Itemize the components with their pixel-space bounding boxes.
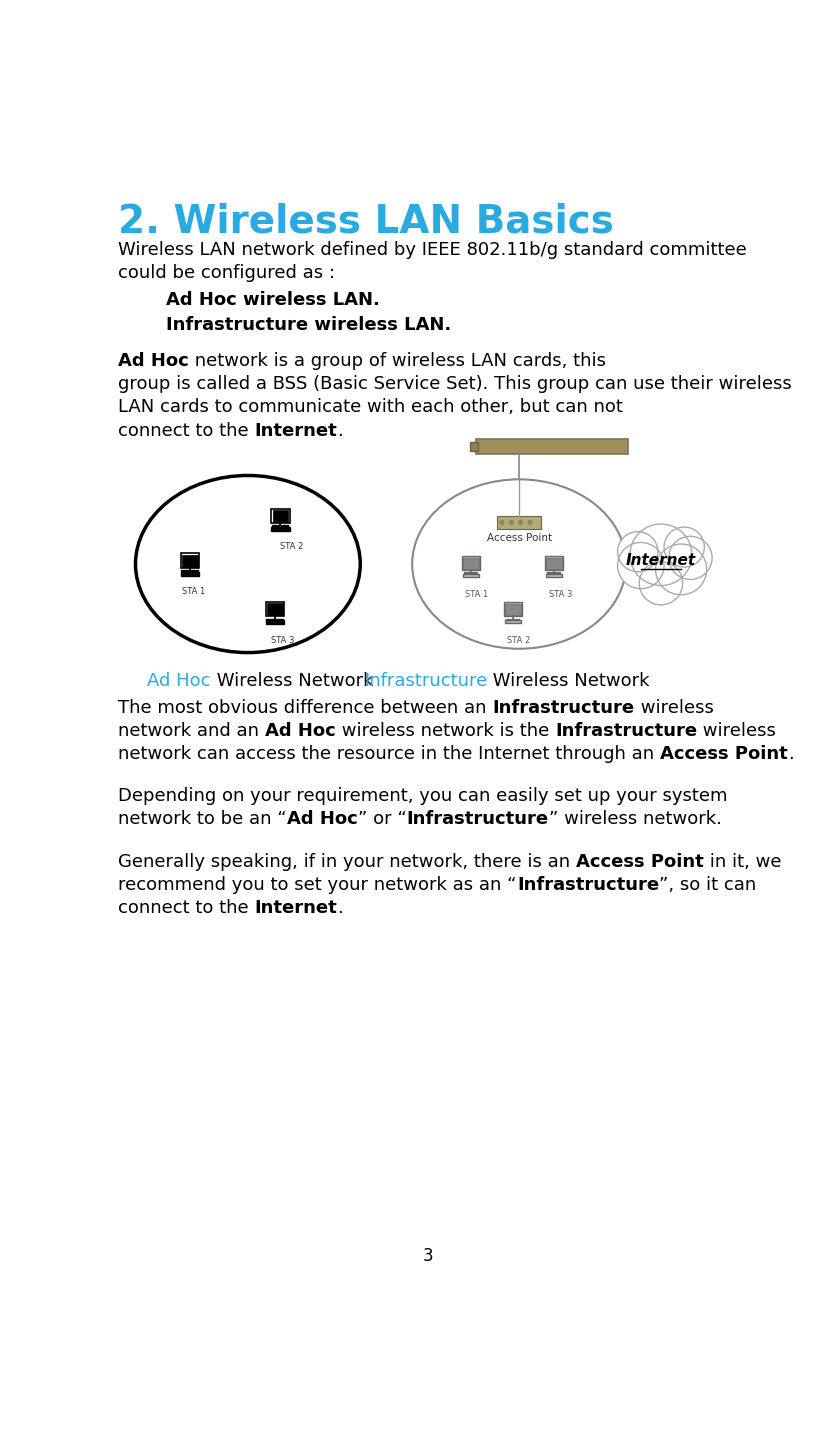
Text: .: . <box>338 899 344 917</box>
FancyBboxPatch shape <box>273 511 288 522</box>
FancyBboxPatch shape <box>463 559 479 569</box>
Text: Generally speaking, if in your network, there is an: Generally speaking, if in your network, … <box>119 852 576 871</box>
Text: Wireless Network: Wireless Network <box>211 671 373 690</box>
FancyBboxPatch shape <box>547 559 562 569</box>
Text: STA 3: STA 3 <box>548 590 572 599</box>
Text: wireless: wireless <box>697 722 776 739</box>
Text: Wireless Network: Wireless Network <box>487 671 650 690</box>
Text: Infrastructure: Infrastructure <box>555 722 697 739</box>
FancyBboxPatch shape <box>545 556 563 570</box>
Text: wireless: wireless <box>635 699 714 716</box>
FancyBboxPatch shape <box>471 441 478 451</box>
Text: STA 2: STA 2 <box>280 543 303 551</box>
Text: recommend you to set your network as an “: recommend you to set your network as an … <box>119 875 517 894</box>
Circle shape <box>618 543 664 589</box>
FancyBboxPatch shape <box>547 574 562 577</box>
Text: Ad Hoc wireless LAN.: Ad Hoc wireless LAN. <box>166 291 380 308</box>
Text: connect to the: connect to the <box>119 899 255 917</box>
FancyBboxPatch shape <box>266 621 284 624</box>
Text: network is a group of wireless LAN cards, this: network is a group of wireless LAN cards… <box>189 352 606 370</box>
Text: Ad Hoc: Ad Hoc <box>119 352 189 370</box>
Text: ” wireless network.: ” wireless network. <box>548 810 721 829</box>
Circle shape <box>528 521 532 524</box>
Text: 3: 3 <box>423 1247 434 1265</box>
FancyBboxPatch shape <box>271 509 289 524</box>
Text: 2. Wireless LAN Basics: 2. Wireless LAN Basics <box>119 203 614 240</box>
FancyBboxPatch shape <box>504 602 522 616</box>
Text: ” or “: ” or “ <box>358 810 406 829</box>
Text: group is called a BSS (Basic Service Set). This group can use their wireless: group is called a BSS (Basic Service Set… <box>119 375 793 394</box>
Text: The most obvious difference between an: The most obvious difference between an <box>119 699 492 716</box>
Text: in it, we: in it, we <box>704 852 782 871</box>
Text: Infrastructure wireless LAN.: Infrastructure wireless LAN. <box>166 315 451 334</box>
Text: Internet: Internet <box>626 553 696 569</box>
Text: network to be an “: network to be an “ <box>119 810 287 829</box>
FancyBboxPatch shape <box>477 438 628 454</box>
Text: ”, so it can: ”, so it can <box>659 875 757 894</box>
FancyBboxPatch shape <box>266 602 284 616</box>
Text: Wireless LAN network defined by IEEE 802.11b/g standard committee: Wireless LAN network defined by IEEE 802… <box>119 240 747 259</box>
FancyBboxPatch shape <box>182 554 197 567</box>
Circle shape <box>664 527 705 567</box>
Text: STA 1: STA 1 <box>465 590 488 599</box>
Text: STA 1: STA 1 <box>182 587 206 596</box>
Text: .: . <box>338 421 344 440</box>
Text: network can access the resource in the Internet through an: network can access the resource in the I… <box>119 745 660 763</box>
Circle shape <box>509 521 513 524</box>
Circle shape <box>630 524 692 586</box>
Circle shape <box>500 521 504 524</box>
Text: Ad Hoc: Ad Hoc <box>265 722 336 739</box>
Text: Infrastructure: Infrastructure <box>492 699 635 716</box>
Text: Ad Hoc: Ad Hoc <box>287 810 358 829</box>
FancyBboxPatch shape <box>505 621 521 624</box>
Text: Internet: Internet <box>255 421 338 440</box>
Circle shape <box>640 561 683 605</box>
Text: could be configured as :: could be configured as : <box>119 263 335 282</box>
FancyBboxPatch shape <box>462 556 480 570</box>
Text: LAN cards to communicate with each other, but can not: LAN cards to communicate with each other… <box>119 398 624 417</box>
FancyBboxPatch shape <box>497 515 541 530</box>
Text: STA 2: STA 2 <box>507 635 530 645</box>
Text: Access Point: Access Point <box>576 852 704 871</box>
Text: network and an: network and an <box>119 722 265 739</box>
Circle shape <box>669 537 712 579</box>
Circle shape <box>655 544 706 595</box>
Text: Infrastructure: Infrastructure <box>364 671 487 690</box>
Text: .: . <box>788 745 794 763</box>
FancyBboxPatch shape <box>505 605 521 615</box>
Circle shape <box>518 521 522 524</box>
FancyBboxPatch shape <box>271 527 289 531</box>
FancyBboxPatch shape <box>267 603 283 615</box>
Text: Depending on your requirement, you can easily set up your system: Depending on your requirement, you can e… <box>119 787 728 806</box>
Text: wireless network is the: wireless network is the <box>336 722 555 739</box>
Text: connect to the: connect to the <box>119 421 255 440</box>
Text: Infrastructure: Infrastructure <box>517 875 659 894</box>
Text: STA 3: STA 3 <box>271 635 294 645</box>
Text: Ad Hoc: Ad Hoc <box>147 671 211 690</box>
Text: Access Point: Access Point <box>660 745 788 763</box>
Circle shape <box>618 531 658 572</box>
FancyBboxPatch shape <box>181 554 199 567</box>
Text: Infrastructure: Infrastructure <box>406 810 548 829</box>
Text: Internet: Internet <box>255 899 338 917</box>
FancyBboxPatch shape <box>181 572 199 576</box>
FancyBboxPatch shape <box>463 574 479 577</box>
Text: Access Point: Access Point <box>487 534 552 543</box>
